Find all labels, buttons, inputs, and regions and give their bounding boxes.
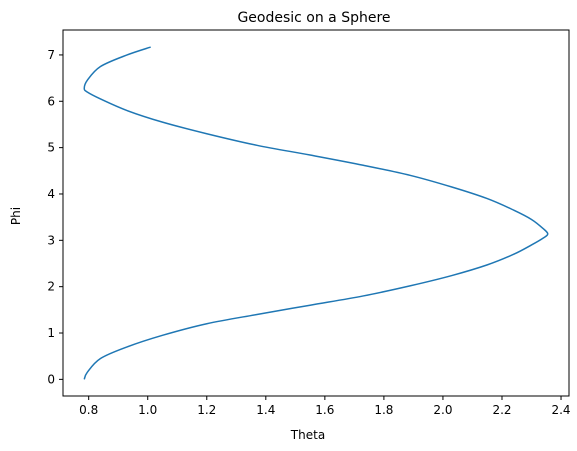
geodesic-series-line bbox=[83, 46, 549, 380]
y-tick-label: 3 bbox=[47, 233, 55, 247]
y-tick-label: 0 bbox=[47, 372, 55, 386]
x-axis-label: Theta bbox=[290, 428, 325, 442]
x-tick-label: 0.8 bbox=[79, 403, 98, 417]
y-tick-label: 2 bbox=[47, 280, 55, 294]
x-tick-label: 1.6 bbox=[315, 403, 334, 417]
y-tick-label: 4 bbox=[47, 187, 55, 201]
x-tick-label: 1.2 bbox=[197, 403, 216, 417]
x-tick-label: 1.8 bbox=[374, 403, 393, 417]
y-axis-label: Phi bbox=[9, 207, 23, 225]
axes-frame bbox=[62, 29, 570, 397]
y-tick-label: 5 bbox=[47, 141, 55, 155]
y-tick-label: 1 bbox=[47, 326, 55, 340]
x-tick-label: 1.4 bbox=[256, 403, 275, 417]
plot-area bbox=[83, 46, 549, 380]
y-axis-ticks: 0 1 2 3 4 5 6 7 bbox=[47, 48, 63, 386]
x-tick-label: 1.0 bbox=[138, 403, 157, 417]
x-tick-label: 2.2 bbox=[492, 403, 511, 417]
y-tick-label: 6 bbox=[47, 94, 55, 108]
y-tick-label: 7 bbox=[47, 48, 55, 62]
x-tick-label: 2.0 bbox=[433, 403, 452, 417]
chart-title: Geodesic on a Sphere bbox=[237, 10, 390, 26]
x-tick-label: 2.4 bbox=[551, 403, 570, 417]
x-axis-ticks: 0.8 1.0 1.2 1.4 1.6 1.8 2.0 2.2 2.4 bbox=[79, 396, 571, 417]
